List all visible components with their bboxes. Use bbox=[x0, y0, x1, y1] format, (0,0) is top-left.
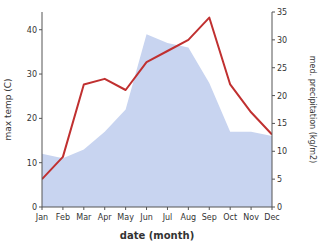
y-tick-label: 0 bbox=[32, 203, 37, 212]
x-tick-label: Aug bbox=[181, 213, 197, 222]
plot-area bbox=[42, 18, 272, 207]
x-tick-label: Dec bbox=[264, 213, 279, 222]
y-tick bbox=[39, 29, 42, 30]
x-tick bbox=[146, 207, 147, 210]
x-tick bbox=[104, 207, 105, 210]
y2-tick bbox=[272, 151, 275, 152]
x-tick bbox=[62, 207, 63, 210]
y2-tick-label: 15 bbox=[277, 119, 287, 128]
y2-axis-label: med. precipitation (kg/m2) bbox=[308, 56, 317, 163]
x-tick bbox=[230, 207, 231, 210]
x-tick-label: May bbox=[117, 213, 134, 222]
y2-tick-label: 10 bbox=[277, 147, 287, 156]
x-tick bbox=[188, 207, 189, 210]
y2-tick-label: 25 bbox=[277, 64, 287, 73]
y-axis-label: max temp (C) bbox=[3, 78, 13, 140]
y2-tick bbox=[272, 179, 275, 180]
y2-tick-label: 0 bbox=[277, 203, 282, 212]
y-axis-line bbox=[42, 12, 43, 207]
x-tick-label: Nov bbox=[243, 213, 259, 222]
x-tick-label: Jul bbox=[162, 213, 173, 222]
x-tick bbox=[209, 207, 210, 210]
y-tick-label: 40 bbox=[27, 26, 37, 35]
x-tick-label: Feb bbox=[56, 213, 70, 222]
x-tick-label: Oct bbox=[223, 213, 237, 222]
y2-tick-label: 30 bbox=[277, 36, 287, 45]
y2-tick bbox=[272, 39, 275, 40]
precipitation-line bbox=[42, 18, 272, 180]
x-tick-label: Sep bbox=[202, 213, 217, 222]
x-tick bbox=[83, 207, 84, 210]
y2-tick bbox=[272, 207, 275, 208]
y2-tick bbox=[272, 123, 275, 124]
y-tick-label: 20 bbox=[27, 114, 37, 123]
x-tick bbox=[167, 207, 168, 210]
y-tick bbox=[39, 207, 42, 208]
x-tick bbox=[251, 207, 252, 210]
x-tick-label: Jun bbox=[139, 213, 153, 222]
y2-tick-label: 5 bbox=[277, 175, 282, 184]
x-tick-label: Apr bbox=[98, 213, 113, 222]
chart: JanFebMarAprMayJunJulAugSepOctNovDec0102… bbox=[0, 0, 318, 247]
temperature-area bbox=[42, 34, 272, 207]
x-axis-label: date (month) bbox=[120, 230, 194, 241]
y2-tick-label: 35 bbox=[277, 8, 287, 17]
y2-tick bbox=[272, 95, 275, 96]
y2-tick bbox=[272, 12, 275, 13]
x-axis-line bbox=[42, 207, 272, 208]
y2-tick bbox=[272, 67, 275, 68]
y-tick bbox=[39, 118, 42, 119]
y2-tick-label: 20 bbox=[277, 92, 287, 101]
x-tick-label: Mar bbox=[76, 213, 92, 222]
y2-axis-line bbox=[272, 12, 273, 207]
y-tick bbox=[39, 74, 42, 75]
y-tick-label: 10 bbox=[27, 159, 37, 168]
y-tick-label: 30 bbox=[27, 70, 37, 79]
x-tick bbox=[125, 207, 126, 210]
x-tick-label: Jan bbox=[35, 213, 48, 222]
y-tick bbox=[39, 162, 42, 163]
